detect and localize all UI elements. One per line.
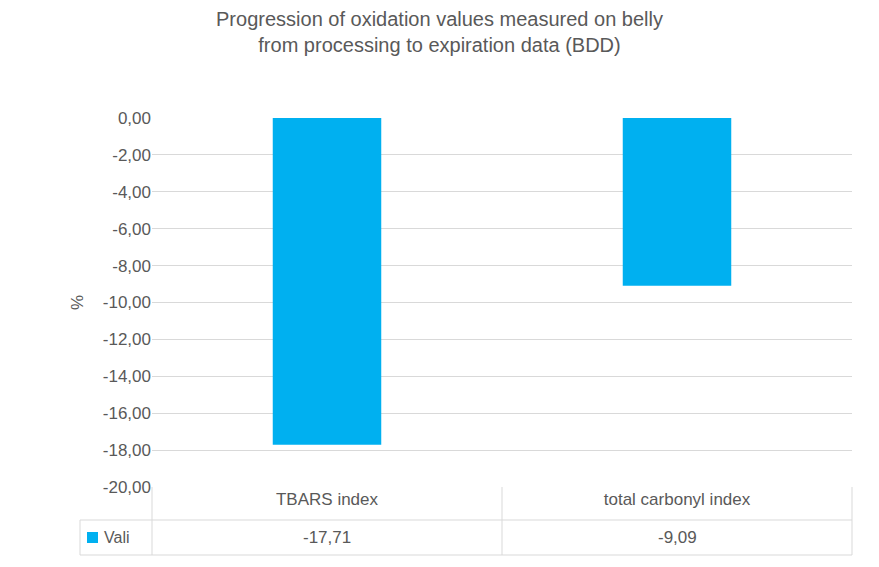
svg-text:-9,09: -9,09 bbox=[658, 528, 697, 547]
svg-text:-10,00: -10,00 bbox=[103, 293, 151, 312]
svg-text:-6,00: -6,00 bbox=[112, 220, 151, 239]
svg-text:TBARS index: TBARS index bbox=[276, 490, 379, 509]
svg-text:-20,00: -20,00 bbox=[103, 478, 151, 497]
svg-text:-12,00: -12,00 bbox=[103, 330, 151, 349]
svg-text:total carbonyl index: total carbonyl index bbox=[604, 490, 751, 509]
svg-text:-2,00: -2,00 bbox=[112, 146, 151, 165]
svg-text:-14,00: -14,00 bbox=[103, 367, 151, 386]
svg-text:Vali: Vali bbox=[104, 529, 130, 546]
svg-text:-8,00: -8,00 bbox=[112, 257, 151, 276]
svg-text:-16,00: -16,00 bbox=[103, 404, 151, 423]
svg-text:0,00: 0,00 bbox=[118, 109, 151, 128]
svg-text:-17,71: -17,71 bbox=[303, 528, 351, 547]
svg-text:%: % bbox=[68, 295, 87, 310]
svg-text:-18,00: -18,00 bbox=[103, 441, 151, 460]
svg-text:Progression of oxidation value: Progression of oxidation values measured… bbox=[216, 8, 663, 56]
svg-text:-4,00: -4,00 bbox=[112, 183, 151, 202]
